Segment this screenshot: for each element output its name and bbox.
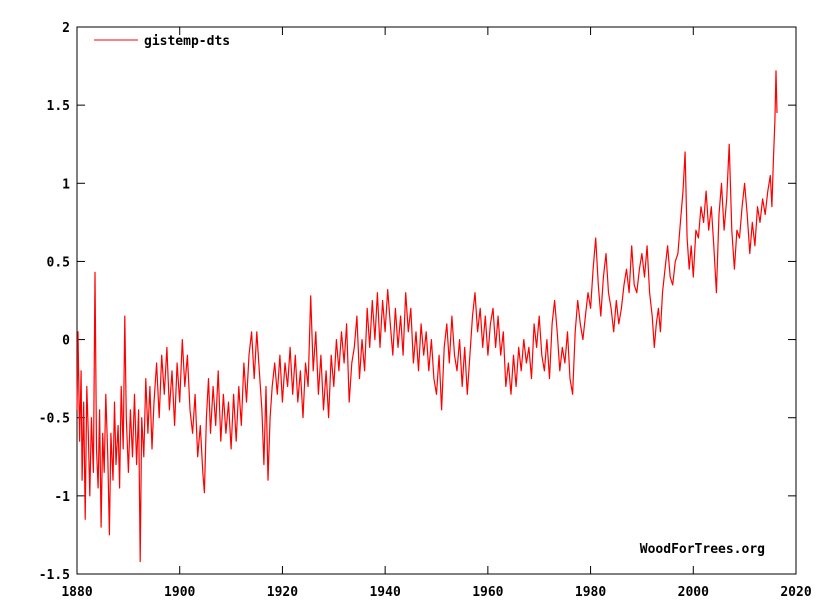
y-axis-ticks: 2 1.5 1 0.5 0 -0.5 -1 -1.5	[39, 21, 796, 583]
x-tick-label: 2000	[678, 585, 709, 600]
series-layer	[76, 70, 778, 563]
legend-label: gistemp-dts	[144, 34, 230, 49]
x-tick-label: 1940	[369, 585, 400, 600]
x-axis-ticks: 1880 1900 1920 1940 1960 1980 2000 2020	[61, 27, 812, 600]
x-tick-label: 2020	[780, 585, 811, 600]
x-tick-label: 1980	[575, 585, 606, 600]
credit-label: WoodForTrees.org	[640, 542, 765, 557]
x-tick-label: 1920	[267, 585, 298, 600]
x-tick-label: 1900	[164, 585, 195, 600]
y-tick-label: 0	[62, 334, 70, 349]
y-tick-label: 0.5	[47, 255, 70, 270]
y-tick-label: 2	[62, 21, 70, 36]
y-tick-label: 1.5	[47, 99, 70, 114]
legend: gistemp-dts	[94, 34, 230, 49]
series-line-0	[76, 70, 778, 563]
y-tick-label: 1	[62, 177, 70, 192]
plot-area	[76, 26, 797, 575]
y-tick-label: -1	[54, 490, 70, 505]
x-tick-label: 1880	[61, 585, 92, 600]
y-tick-label: -0.5	[39, 412, 70, 427]
y-tick-label: -1.5	[39, 568, 70, 583]
x-tick-label: 1960	[472, 585, 503, 600]
